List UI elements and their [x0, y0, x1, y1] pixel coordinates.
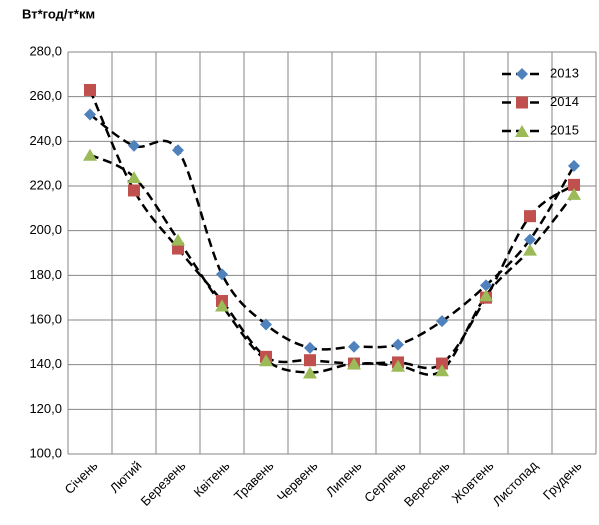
x-tick-label: Лютий [107, 458, 145, 496]
y-tick-label: 120,0 [29, 401, 62, 416]
data-point [128, 184, 140, 197]
data-point [567, 187, 581, 200]
data-point [83, 148, 97, 161]
data-point [524, 233, 536, 246]
x-tick-label: Вересень [401, 458, 453, 510]
legend-marker [516, 68, 528, 80]
data-point [568, 159, 580, 172]
x-tick-label: Грудень [540, 458, 585, 503]
legend-label: 2015 [550, 122, 579, 137]
data-point [347, 357, 361, 370]
y-tick-label: 220,0 [29, 177, 62, 192]
x-tick-label: Квітень [191, 458, 233, 500]
data-point [215, 299, 229, 312]
data-point [303, 366, 317, 379]
x-tick-label: Червень [274, 458, 321, 505]
data-point [435, 364, 449, 377]
x-tick-label: Липень [323, 458, 365, 500]
data-point [391, 359, 405, 372]
data-point [480, 279, 492, 292]
y-tick-label: 180,0 [29, 267, 62, 282]
data-point [436, 357, 448, 370]
legend-marker [515, 125, 529, 137]
y-tick-label: 140,0 [29, 356, 62, 371]
x-tick-label: Листопад [490, 458, 541, 509]
y-tick-label: 260,0 [29, 88, 62, 103]
data-point [260, 318, 272, 331]
data-point [392, 338, 404, 351]
chart-title: Вт*год/т*км [22, 6, 95, 21]
data-point [128, 139, 140, 152]
data-point [84, 83, 96, 96]
legend-label: 2013 [550, 65, 579, 80]
x-tick-label: Січень [61, 458, 100, 497]
data-point [568, 178, 580, 191]
data-point [348, 340, 360, 353]
data-point [436, 315, 448, 328]
data-point [523, 243, 537, 256]
y-tick-label: 100,0 [29, 445, 62, 460]
data-point [84, 108, 96, 121]
legend-marker [516, 96, 528, 109]
data-point [524, 210, 536, 223]
legend-label: 2014 [550, 94, 579, 109]
data-point [259, 354, 273, 367]
x-tick-label: Березень [138, 458, 189, 509]
y-tick-label: 160,0 [29, 311, 62, 326]
y-tick-label: 200,0 [29, 222, 62, 237]
data-point [304, 341, 316, 354]
y-tick-label: 240,0 [29, 133, 62, 148]
data-point [479, 289, 493, 302]
data-point [216, 268, 228, 281]
x-tick-label: Травень [231, 458, 277, 504]
data-point [171, 233, 185, 246]
data-point [304, 354, 316, 367]
data-point [127, 171, 141, 184]
y-tick-label: 280,0 [29, 43, 62, 58]
data-point [172, 144, 184, 157]
